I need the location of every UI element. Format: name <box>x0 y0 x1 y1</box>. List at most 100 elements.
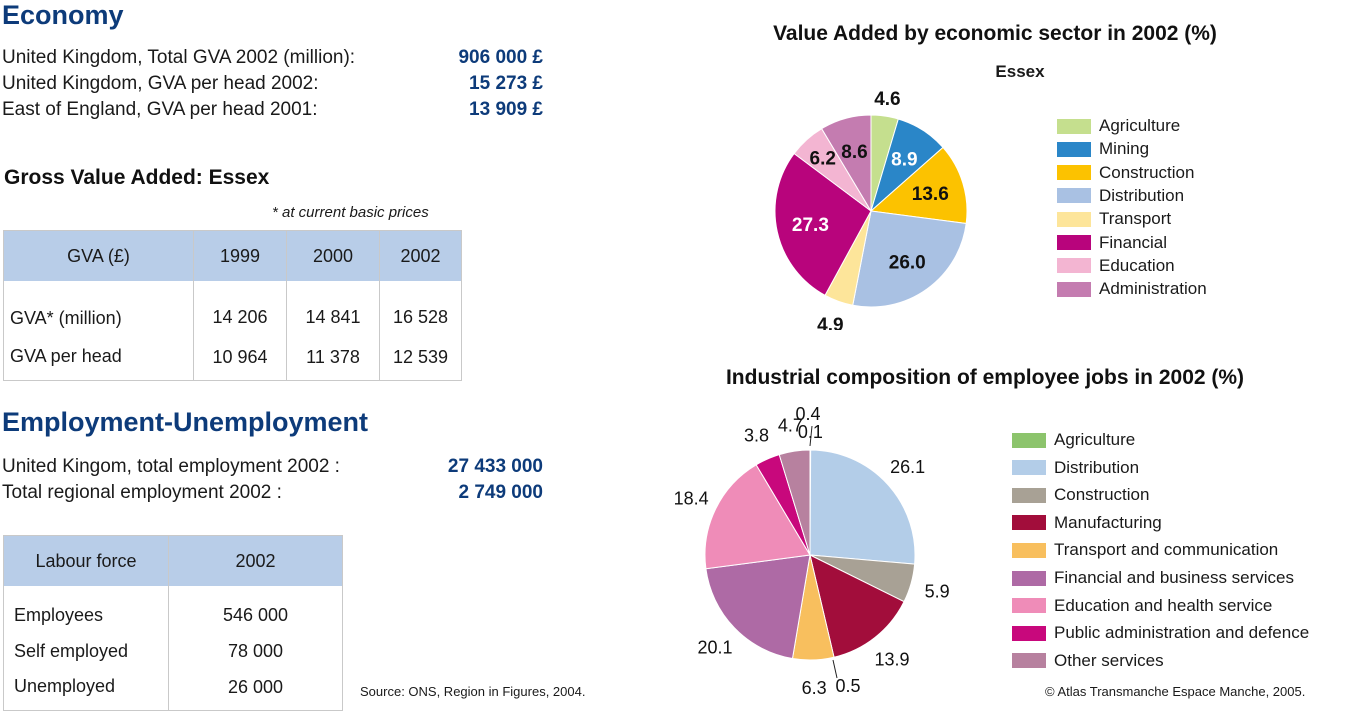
legend-swatch <box>1012 487 1046 503</box>
table-row: Self employed 78 000 <box>4 633 343 669</box>
pie-label-public-administration-and-defence: 3.8 <box>744 425 769 445</box>
employment-value-regional: 2 749 000 <box>458 482 543 503</box>
legend-swatch <box>1057 118 1091 134</box>
legend-swatch <box>1057 211 1091 227</box>
legend-swatch <box>1057 258 1091 274</box>
gva-header-label: GVA (£) <box>3 230 194 281</box>
employment-title: Employment-Unemployment <box>2 407 369 437</box>
pie-label-mining: 8.9 <box>891 150 917 171</box>
legend-item-financial: Financial <box>1057 233 1167 253</box>
gva-table: GVA (£) 1999 2000 2002 GVA* (million) 14… <box>3 230 462 381</box>
chart2-title: Industrial composition of employee jobs … <box>725 366 1245 389</box>
legend-item-distribution: Distribution <box>1012 458 1139 478</box>
pie-leader-line <box>809 425 813 447</box>
labour-row-label: Self employed <box>14 640 129 661</box>
pie-label-administration: 8.6 <box>841 142 867 163</box>
chart2-pie: 0.1 26.1 5.9 13.9 6.3 20.1 18.4 3.8 4.70.4 0.5 <box>674 404 950 698</box>
legend-item-agriculture: Agriculture <box>1057 116 1180 136</box>
legend-label: Transport and communication <box>1054 540 1279 560</box>
legend-swatch <box>1057 188 1091 204</box>
economy-value-uk-head: 15 273 £ <box>469 73 543 94</box>
pie-label-education: 6.2 <box>810 149 836 170</box>
legend-swatch <box>1057 141 1091 157</box>
pie-extra-label: 0.5 <box>835 676 860 696</box>
gva-cell: 12 539 <box>379 339 462 381</box>
gva-cell: 14 206 <box>193 281 287 339</box>
legend-label: Construction <box>1054 485 1150 505</box>
gva-cell: 16 528 <box>379 281 462 339</box>
economy-label-uk-head: United Kingdom, GVA per head 2002: <box>2 73 319 94</box>
legend-swatch <box>1057 281 1091 297</box>
legend-label: Agriculture <box>1099 116 1181 135</box>
legend-item-agriculture: Agriculture <box>1012 430 1135 450</box>
pie-slice-distribution <box>852 210 967 308</box>
economy-label-uk-gva: United Kingdom, Total GVA 2002 (million)… <box>2 47 356 68</box>
legend-item-construction: Construction <box>1057 163 1194 183</box>
legend-label: Administration <box>1099 279 1207 299</box>
legend-label: Education and health service <box>1054 595 1273 615</box>
legend-item-mining: Mining <box>1057 139 1149 159</box>
legend-label: Financial <box>1099 232 1168 252</box>
pie-label-distribution: 26.1 <box>890 457 925 477</box>
legend-swatch <box>1012 515 1046 531</box>
legend-item-other-services: Other services <box>1012 651 1164 671</box>
pie-slice-other-services <box>778 449 811 556</box>
legend-item-construction: Construction <box>1012 485 1149 505</box>
pie-label-manufacturing: 13.9 <box>875 649 910 669</box>
employment-label-regional: Total regional employment 2002 : <box>2 482 282 503</box>
pie-slice-education-and-health-service <box>704 464 811 570</box>
employment-label-uk: United Kingom, total employment 2002 : <box>2 456 340 477</box>
chart1-subtitle: Essex <box>995 62 1045 81</box>
pie-label-other-services: 4.7 <box>778 415 803 435</box>
legend-item-education-and-health-service: Education and health service <box>1012 596 1272 616</box>
table-row: GVA per head 10 964 11 378 12 539 <box>4 339 462 381</box>
pie-slice-manufacturing <box>809 554 905 658</box>
pie-slice-administration <box>820 114 872 213</box>
pie-label-transport: 4.9 <box>817 315 843 330</box>
legend-item-transport: Transport <box>1057 209 1171 229</box>
legend-item-public-administration-and-defence: Public administration and defence <box>1012 623 1309 643</box>
gva-header-1999: 1999 <box>193 230 287 281</box>
pie-label-agriculture: 4.6 <box>874 89 900 110</box>
pie-extra-label: 0.4 <box>795 404 820 424</box>
gva-cell: 10 964 <box>193 339 287 381</box>
legend-label: Distribution <box>1054 457 1140 477</box>
legend-label: Education <box>1099 255 1175 275</box>
chart2-legend: Agriculture Distribution Construction Manuf… <box>1012 430 1342 675</box>
table-row: Employees 546 000 <box>4 586 343 633</box>
pie-label-agriculture: 0.1 <box>798 422 823 442</box>
economy-label-east-head: East of England, GVA per head 2001: <box>2 99 318 120</box>
legend-swatch <box>1057 235 1091 250</box>
gva-header-2002: 2002 <box>379 230 462 281</box>
gva-row-label: GVA* (million) <box>10 307 122 328</box>
chart1-title: Value Added by economic sector in 2002 (… <box>773 22 1217 45</box>
legend-swatch <box>1012 625 1046 641</box>
legend-swatch <box>1012 542 1046 558</box>
legend-label: Agriculture <box>1054 430 1136 449</box>
economy-value-uk-gva: 906 000 £ <box>458 47 543 68</box>
labour-row-label: Employees <box>14 605 104 625</box>
legend-swatch <box>1012 598 1046 614</box>
pie-label-construction: 5.9 <box>925 582 950 602</box>
source-note: Source: ONS, Region in Figures, 2004. <box>360 684 586 699</box>
legend-item-transport-and-communication: Transport and communication <box>1012 540 1278 560</box>
copyright-note: © Atlas Transmanche Espace Manche, 2005. <box>1045 684 1306 699</box>
legend-label: Financial and business services <box>1054 568 1295 587</box>
legend-swatch <box>1012 460 1046 476</box>
legend-label: Construction <box>1099 162 1195 182</box>
pie-label-distribution: 26.0 <box>889 252 926 273</box>
legend-item-manufacturing: Manufacturing <box>1012 513 1162 533</box>
legend-item-administration: Administration <box>1057 279 1207 299</box>
legend-label: Distribution <box>1099 185 1185 205</box>
legend-swatch <box>1012 432 1046 448</box>
legend-item-education: Education <box>1057 256 1175 276</box>
table-row: Unemployed 26 000 <box>4 669 343 711</box>
legend-item-distribution: Distribution <box>1057 186 1184 206</box>
pie-leader-line <box>832 659 838 679</box>
gva-cell: 11 378 <box>286 339 380 381</box>
legend-label: Transport <box>1099 209 1172 229</box>
gva-table-header-row: GVA (£) 1999 2000 2002 <box>3 230 462 281</box>
pie-label-financial-and-business-services: 20.1 <box>697 638 732 658</box>
labour-header-2002: 2002 <box>168 535 343 586</box>
pie-label-education-and-health-service: 18.4 <box>674 488 709 508</box>
